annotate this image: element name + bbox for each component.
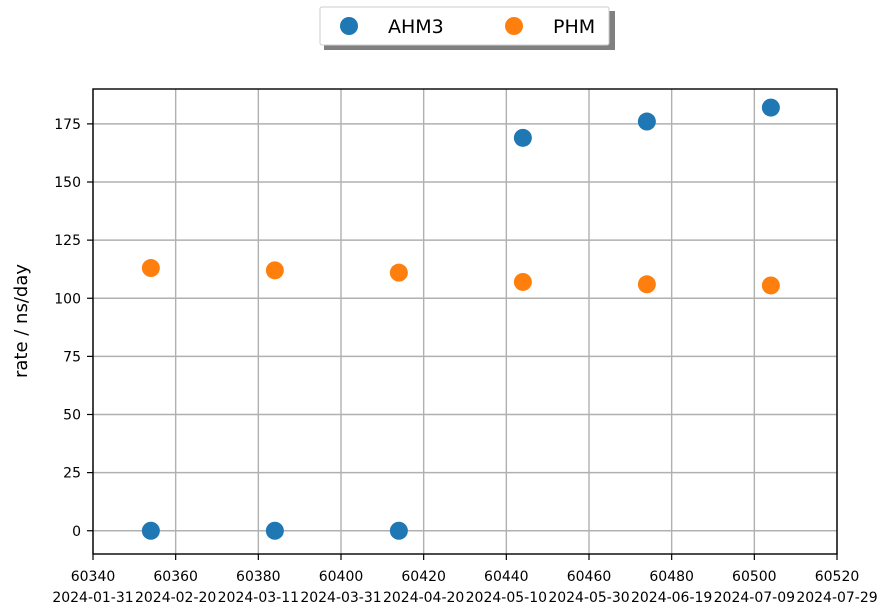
data-point-ahm3	[265, 521, 284, 540]
y-tick-label: 25	[63, 466, 81, 482]
y-tick-label: 175	[54, 117, 81, 133]
data-point-phm	[265, 261, 284, 280]
x-tick-label-date: 2024-01-31	[52, 590, 133, 606]
x-tick-label-mjd: 60380	[236, 569, 281, 585]
x-tick-label-date: 2024-07-09	[714, 590, 795, 606]
legend-marker-ahm3	[340, 17, 358, 35]
x-tick-label-date: 2024-02-20	[135, 590, 216, 606]
data-point-ahm3	[141, 521, 160, 540]
data-point-ahm3	[637, 112, 656, 131]
legend-label-ahm3: AHM3	[388, 16, 444, 38]
data-point-phm	[761, 276, 780, 295]
x-tick-label-date: 2024-07-29	[796, 590, 877, 606]
data-point-ahm3	[513, 128, 532, 147]
x-tick-label-mjd: 60520	[815, 569, 860, 585]
legend-marker-phm	[505, 17, 523, 35]
data-point-ahm3	[761, 98, 780, 117]
x-tick-label-date: 2024-05-10	[466, 590, 547, 606]
data-point-phm	[513, 272, 532, 291]
legend: AHM3 PHM	[319, 6, 615, 50]
x-tick-label-mjd: 60420	[401, 569, 446, 585]
x-tick-label-mjd: 60440	[484, 569, 529, 585]
x-tick-label-mjd: 60340	[71, 569, 116, 585]
x-tick-label-mjd: 60460	[567, 569, 612, 585]
y-axis-label: rate / ns/day	[11, 264, 32, 378]
y-tick-label: 75	[63, 349, 81, 365]
y-tick-label: 125	[54, 233, 81, 249]
legend-box	[319, 6, 610, 46]
x-tick-label-mjd: 60360	[153, 569, 198, 585]
y-axis-ticks: 0 25 50 75 100 125 150 175	[54, 117, 93, 540]
legend-entries: AHM3 PHM	[340, 16, 595, 38]
x-axis-ticks: 60340 2024-01-31 60360 2024-02-20 60380 2024-…	[52, 554, 878, 606]
x-tick-label-mjd: 60480	[649, 569, 694, 585]
x-tick-label-mjd: 60500	[732, 569, 777, 585]
x-tick-label-date: 2024-05-30	[548, 590, 629, 606]
x-tick-label-date: 2024-03-11	[218, 590, 299, 606]
y-tick-label: 100	[54, 291, 81, 307]
y-tick-label: 150	[54, 175, 81, 191]
x-tick-label-date: 2024-06-19	[631, 590, 712, 606]
y-tick-label: 0	[72, 524, 81, 540]
x-tick-label-mjd: 60400	[319, 569, 364, 585]
data-points	[141, 98, 780, 540]
data-point-ahm3	[389, 521, 408, 540]
x-tick-label-date: 2024-04-20	[383, 590, 464, 606]
data-point-phm	[389, 263, 408, 282]
legend-label-phm: PHM	[553, 16, 595, 38]
x-tick-label-date: 2024-03-31	[300, 590, 381, 606]
y-tick-label: 50	[63, 408, 81, 424]
plot-frame	[92, 88, 838, 555]
data-point-phm	[141, 259, 160, 278]
data-point-phm	[637, 275, 656, 294]
